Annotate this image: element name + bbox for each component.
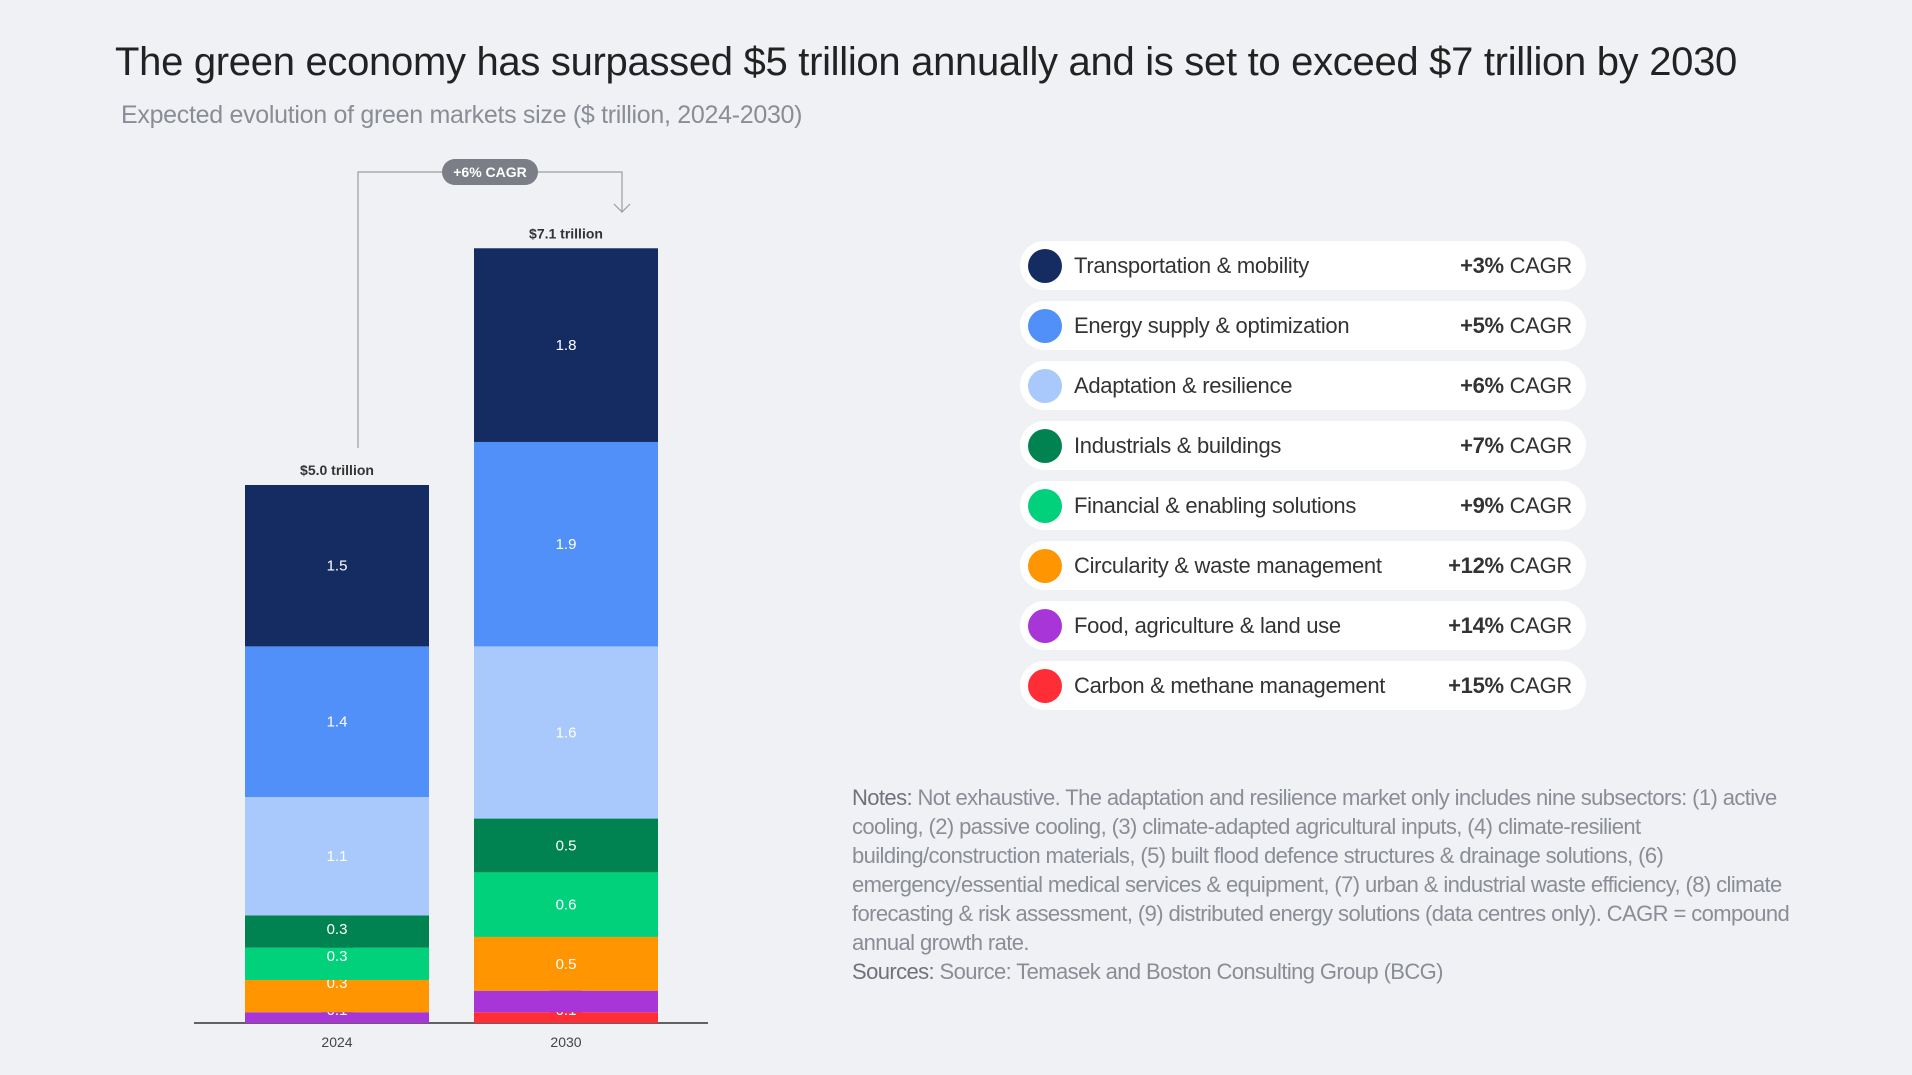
- legend-item: Financial & enabling solutions +9% CAGR: [1020, 481, 1586, 530]
- legend-item: Transportation & mobility +3% CAGR: [1020, 241, 1586, 290]
- legend: Transportation & mobility +3% CAGR Energ…: [1020, 241, 1586, 721]
- legend-color-dot-icon: [1028, 668, 1062, 703]
- legend-cagr-suffix: CAGR: [1503, 432, 1573, 458]
- arrow-down-icon: [613, 203, 631, 213]
- chart-subtitle: Expected evolution of green markets size…: [121, 101, 803, 129]
- data-label: 0.5: [556, 956, 577, 973]
- legend-item: Adaptation & resilience +6% CAGR: [1020, 361, 1586, 410]
- notes: Notes: Not exhaustive. The adaptation an…: [852, 783, 1812, 986]
- legend-cagr-suffix: CAGR: [1503, 372, 1573, 398]
- legend-label: Financial & enabling solutions: [1074, 492, 1357, 518]
- legend-label: Transportation & mobility: [1074, 252, 1310, 278]
- bar-segment: [474, 872, 658, 937]
- bar-total-label: $7.1 trillion: [529, 225, 603, 241]
- legend-cagr-value: +15%: [1448, 672, 1504, 698]
- legend-color-dot-icon: [1028, 428, 1062, 463]
- data-label: 1.9: [556, 536, 577, 553]
- legend-color-dot-icon: [1028, 248, 1062, 283]
- page-title: The green economy has surpassed $5 trill…: [115, 40, 1737, 84]
- data-label: 1.5: [327, 558, 348, 575]
- legend-cagr: +15% CAGR: [1448, 673, 1572, 699]
- notes-label: Notes:: [852, 785, 913, 810]
- data-label: 1.6: [556, 724, 577, 741]
- legend-cagr-suffix: CAGR: [1503, 612, 1573, 638]
- bar-segment: [474, 990, 658, 1013]
- sources-text: Source: Temasek and Boston Consulting Gr…: [934, 959, 1444, 984]
- legend-label: Industrials & buildings: [1074, 432, 1282, 458]
- legend-color-dot-icon: [1028, 368, 1062, 403]
- legend-cagr-suffix: CAGR: [1503, 312, 1573, 338]
- bar-segment: [245, 485, 429, 647]
- bar-total-label: $5.0 trillion: [300, 462, 374, 478]
- bar-segment: [474, 646, 658, 819]
- legend-cagr-suffix: CAGR: [1503, 552, 1573, 578]
- stacked-bar-chart: 0.10.30.30.31.11.41.5$5.0 trillion20240.…: [194, 159, 708, 1050]
- data-label: 0.6: [556, 897, 577, 914]
- legend-color-dot-icon: [1028, 308, 1062, 343]
- legend-cagr: +6% CAGR: [1460, 373, 1572, 399]
- cagr-pill-label: +6% CAGR: [453, 164, 527, 180]
- bar-segment: [474, 936, 658, 991]
- legend-color-dot-icon: [1028, 488, 1062, 523]
- legend-cagr-suffix: CAGR: [1503, 672, 1573, 698]
- bar-segment: [245, 797, 429, 916]
- legend-item: Carbon & methane management +15% CAGR: [1020, 661, 1586, 710]
- legend-cagr-suffix: CAGR: [1503, 252, 1573, 278]
- x-tick-label: 2024: [321, 1034, 352, 1050]
- bar-segment: [474, 441, 658, 647]
- sources-label: Sources:: [852, 959, 935, 984]
- data-label-background: [321, 916, 353, 942]
- data-label: 1.1: [327, 848, 348, 865]
- legend-cagr-value: +9%: [1460, 492, 1504, 518]
- legend-item: Industrials & buildings +7% CAGR: [1020, 421, 1586, 470]
- legend-label: Energy supply & optimization: [1074, 312, 1350, 338]
- legend-cagr-value: +5%: [1460, 312, 1504, 338]
- notes-text: Not exhaustive. The adaptation and resil…: [852, 785, 1790, 955]
- data-label: 0.3: [327, 921, 348, 938]
- legend-cagr-suffix: CAGR: [1503, 492, 1573, 518]
- legend-item: Energy supply & optimization +5% CAGR: [1020, 301, 1586, 350]
- legend-cagr: +5% CAGR: [1460, 313, 1572, 339]
- legend-cagr: +3% CAGR: [1460, 253, 1572, 279]
- legend-cagr-value: +14%: [1448, 612, 1504, 638]
- legend-item: Food, agriculture & land use +14% CAGR: [1020, 601, 1586, 650]
- legend-item: Circularity & waste management +12% CAGR: [1020, 541, 1586, 590]
- legend-cagr-value: +3%: [1460, 252, 1504, 278]
- cagr-pill: [442, 159, 538, 185]
- data-label: 1.8: [556, 337, 577, 354]
- legend-label: Carbon & methane management: [1074, 672, 1386, 698]
- legend-cagr: +14% CAGR: [1448, 613, 1572, 639]
- data-label: 0.5: [556, 837, 577, 854]
- legend-color-dot-icon: [1028, 548, 1062, 583]
- legend-label: Food, agriculture & land use: [1074, 612, 1341, 638]
- data-label: 1.4: [327, 714, 348, 731]
- legend-label: Adaptation & resilience: [1074, 372, 1293, 398]
- legend-cagr: +12% CAGR: [1448, 553, 1572, 579]
- x-tick-label: 2030: [550, 1034, 581, 1050]
- legend-color-dot-icon: [1028, 608, 1062, 643]
- bar-segment: [474, 818, 658, 873]
- legend-cagr: +9% CAGR: [1460, 493, 1572, 519]
- legend-cagr-value: +6%: [1460, 372, 1504, 398]
- bar-segment: [474, 248, 658, 442]
- legend-cagr-value: +7%: [1460, 432, 1504, 458]
- legend-label: Circularity & waste management: [1074, 552, 1382, 578]
- bar-segment: [245, 646, 429, 798]
- legend-cagr-value: +12%: [1448, 552, 1504, 578]
- legend-cagr: +7% CAGR: [1460, 433, 1572, 459]
- data-label: 0.3: [327, 948, 348, 965]
